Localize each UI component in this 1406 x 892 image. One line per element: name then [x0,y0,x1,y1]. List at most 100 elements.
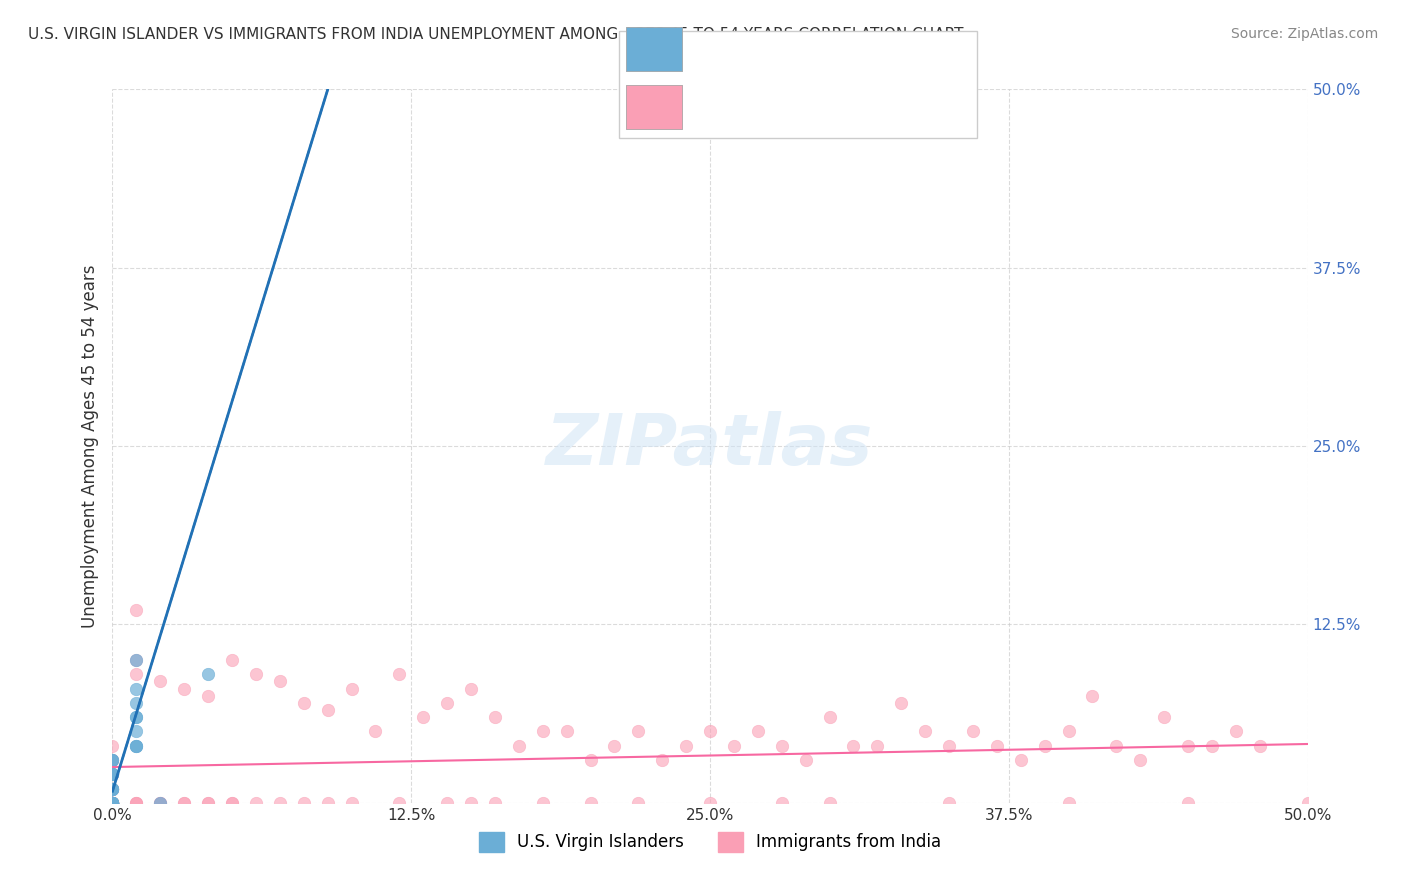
Legend: U.S. Virgin Islanders, Immigrants from India: U.S. Virgin Islanders, Immigrants from I… [472,825,948,859]
Point [101,781,124,796]
Point [579,753,602,767]
Point [173,681,195,696]
Point [101,753,124,767]
Point [197,796,219,810]
Point [101,796,124,810]
Point [125,710,148,724]
Point [1153,710,1175,724]
Point [101,767,124,781]
Point [699,724,721,739]
Point [101,796,124,810]
Point [101,753,124,767]
Point [1105,739,1128,753]
Point [125,681,148,696]
Point [101,739,124,753]
Point [1057,796,1080,810]
Point [173,796,195,810]
Point [101,781,124,796]
Point [101,796,124,810]
Point [125,796,148,810]
Point [412,710,434,724]
Point [269,796,291,810]
Point [101,796,124,810]
Point [125,796,148,810]
Point [866,739,889,753]
Point [1177,796,1199,810]
Point [173,796,195,810]
Point [531,724,554,739]
Point [221,653,243,667]
Point [101,796,124,810]
Point [460,681,482,696]
Point [125,796,148,810]
Point [101,796,124,810]
Point [484,796,506,810]
Point [1010,753,1032,767]
Point [125,739,148,753]
Point [101,781,124,796]
Point [101,796,124,810]
Point [221,796,243,810]
Point [125,696,148,710]
Point [149,796,172,810]
Point [125,603,148,617]
Point [149,796,172,810]
Point [101,796,124,810]
Point [101,753,124,767]
Point [125,710,148,724]
Point [1033,739,1056,753]
Point [627,796,650,810]
Point [197,667,219,681]
Point [101,767,124,781]
Point [125,653,148,667]
Point [101,767,124,781]
Point [125,667,148,681]
Point [101,767,124,781]
Point [197,689,219,703]
Point [101,767,124,781]
Point [770,739,793,753]
Point [101,796,124,810]
Point [101,796,124,810]
Point [1081,689,1104,703]
Point [149,796,172,810]
Point [101,796,124,810]
Point [101,796,124,810]
Point [101,796,124,810]
Point [101,781,124,796]
Point [101,796,124,810]
Point [101,796,124,810]
Point [101,796,124,810]
Point [340,796,363,810]
Point [101,796,124,810]
Point [101,796,124,810]
Point [101,796,124,810]
Point [699,796,721,810]
Point [101,796,124,810]
Y-axis label: Unemployment Among Ages 45 to 54 years: Unemployment Among Ages 45 to 54 years [80,264,98,628]
Point [245,796,267,810]
Point [555,724,578,739]
Point [149,674,172,689]
Point [842,739,865,753]
Point [388,667,411,681]
Point [245,667,267,681]
Text: U.S. VIRGIN ISLANDER VS IMMIGRANTS FROM INDIA UNEMPLOYMENT AMONG AGES 45 TO 54 Y: U.S. VIRGIN ISLANDER VS IMMIGRANTS FROM … [28,27,963,42]
Point [101,796,124,810]
Point [101,753,124,767]
Point [101,781,124,796]
Point [1057,724,1080,739]
Point [101,796,124,810]
Point [101,796,124,810]
Point [101,781,124,796]
Text: R =  0.597   N =  58: R = 0.597 N = 58 [693,34,876,52]
Point [938,739,960,753]
Text: R = -0.106   N =  110: R = -0.106 N = 110 [693,92,887,110]
Point [101,796,124,810]
Point [101,796,124,810]
Point [101,796,124,810]
Point [508,739,530,753]
Point [1296,796,1319,810]
Point [149,54,172,68]
Point [101,796,124,810]
